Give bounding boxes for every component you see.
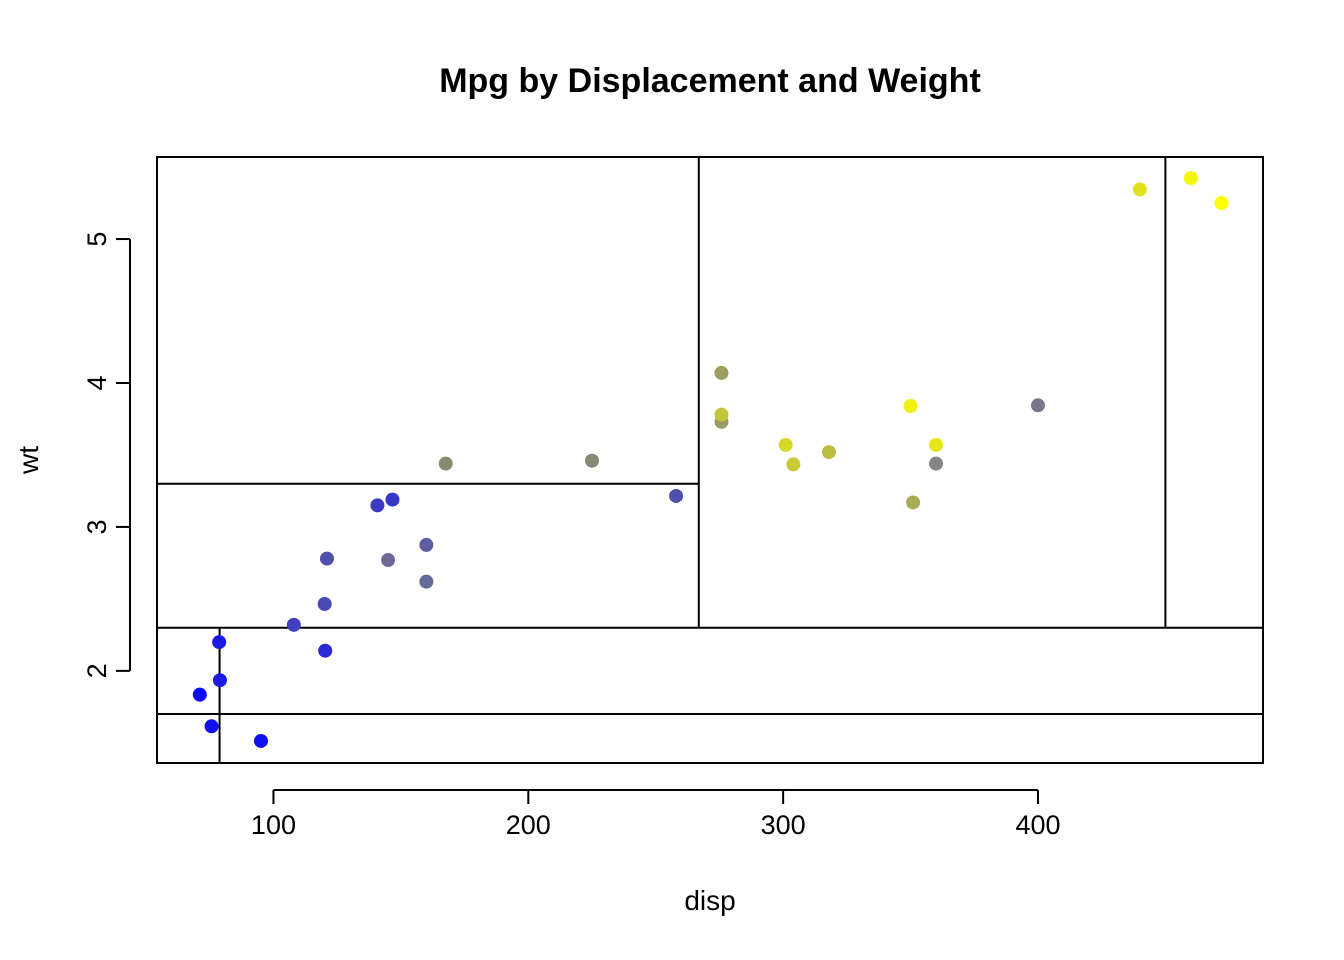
data-point-15 bbox=[585, 453, 600, 468]
data-point-10 bbox=[381, 553, 396, 568]
data-point-19 bbox=[714, 407, 729, 422]
data-point-12 bbox=[419, 574, 434, 589]
data-point-13 bbox=[419, 537, 434, 552]
plot-frame bbox=[156, 156, 1264, 764]
y-tick-label-3: 3 bbox=[82, 519, 112, 534]
data-point-17 bbox=[714, 365, 729, 380]
data-point-14 bbox=[438, 456, 453, 471]
data-point-6 bbox=[317, 596, 332, 611]
data-point-25 bbox=[929, 456, 944, 471]
y-tick-label-5: 5 bbox=[82, 232, 112, 247]
y-axis-label: wt bbox=[13, 446, 44, 475]
x-tick-label-300: 300 bbox=[761, 810, 806, 840]
data-point-28 bbox=[1132, 182, 1147, 197]
data-point-16 bbox=[669, 488, 684, 503]
x-tick-label-100: 100 bbox=[251, 810, 296, 840]
data-point-30 bbox=[1214, 196, 1229, 211]
data-point-23 bbox=[903, 399, 918, 414]
data-point-1 bbox=[204, 719, 219, 734]
data-point-26 bbox=[929, 437, 944, 452]
y-tick-label-2: 2 bbox=[82, 663, 112, 678]
partition-lines bbox=[157, 157, 1263, 763]
data-point-2 bbox=[212, 635, 227, 650]
data-point-4 bbox=[253, 733, 268, 748]
data-points bbox=[192, 171, 1229, 748]
y-axis: 2 3 4 5 bbox=[82, 232, 131, 678]
data-point-8 bbox=[319, 551, 334, 566]
data-point-7 bbox=[318, 643, 333, 658]
data-point-0 bbox=[192, 687, 207, 702]
data-point-20 bbox=[778, 437, 793, 452]
data-point-21 bbox=[786, 457, 801, 472]
data-point-9 bbox=[370, 498, 385, 513]
data-point-29 bbox=[1183, 171, 1198, 186]
data-point-24 bbox=[906, 495, 921, 510]
data-point-3 bbox=[212, 673, 227, 688]
x-tick-label-200: 200 bbox=[506, 810, 551, 840]
data-point-22 bbox=[822, 445, 837, 460]
x-tick-label-400: 400 bbox=[1015, 810, 1060, 840]
data-point-5 bbox=[286, 617, 301, 632]
data-point-11 bbox=[385, 492, 400, 507]
y-tick-label-4: 4 bbox=[82, 375, 112, 390]
data-point-27 bbox=[1030, 398, 1045, 413]
x-axis-label: disp bbox=[684, 885, 735, 916]
x-axis: 100 200 300 400 bbox=[251, 789, 1061, 840]
chart-title: Mpg by Displacement and Weight bbox=[439, 62, 981, 100]
